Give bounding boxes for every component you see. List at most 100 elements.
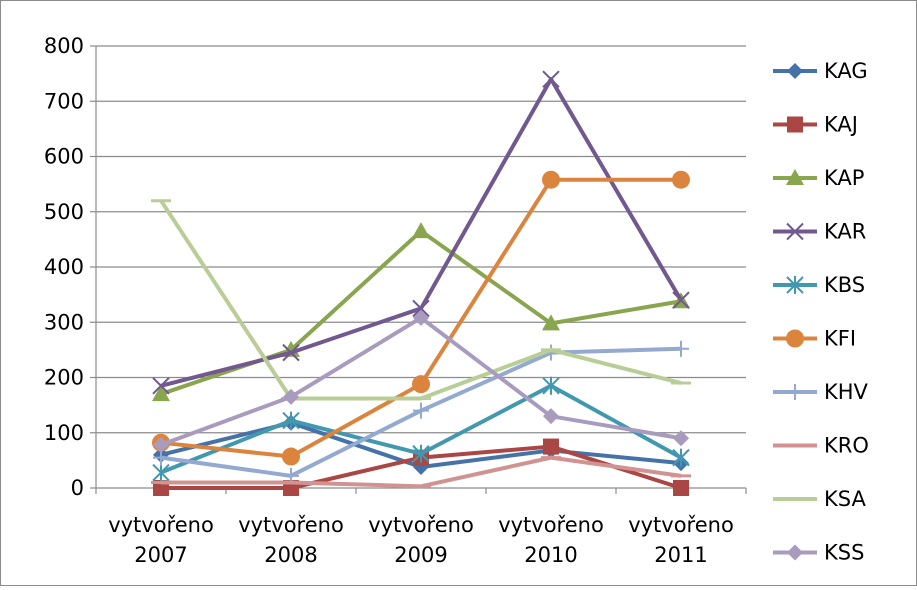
data-point-kfi <box>282 447 300 466</box>
legend-marker <box>787 63 803 79</box>
x-category-label: 2011 <box>654 543 707 567</box>
marker-shape <box>786 329 804 348</box>
series-kar <box>152 70 690 395</box>
marker-shape <box>412 299 430 318</box>
data-point-khv <box>673 340 689 357</box>
marker-shape <box>152 377 170 395</box>
legend-label: KSS <box>824 541 864 565</box>
data-point-kss <box>673 430 689 447</box>
marker-shape <box>542 170 560 189</box>
legend-label: KAR <box>824 220 866 244</box>
x-category-label: 2008 <box>264 543 317 567</box>
series-kro <box>151 455 691 489</box>
x-category-label: vytvořeno <box>238 513 344 537</box>
x-category-label: 2009 <box>394 543 447 567</box>
data-point-kaj <box>543 438 559 455</box>
data-point-kbs <box>412 444 430 463</box>
y-tick-label: 600 <box>44 145 84 169</box>
legend-item-ksa: KSA <box>773 487 866 511</box>
marker-shape <box>786 222 804 241</box>
marker-shape <box>672 448 690 467</box>
data-point-kar <box>412 299 430 318</box>
marker-shape <box>282 411 300 430</box>
marker-shape <box>152 385 170 402</box>
data-point-kar <box>152 377 170 395</box>
y-tick-label: 200 <box>44 366 84 390</box>
data-point-kap <box>152 385 170 402</box>
marker-shape <box>412 444 430 463</box>
marker-shape <box>412 222 430 239</box>
data-point-kss <box>153 436 169 453</box>
x-category-label: vytvořeno <box>108 513 214 537</box>
marker-shape <box>413 309 429 326</box>
marker-shape <box>787 544 803 561</box>
x-category-label: vytvořeno <box>368 513 474 537</box>
marker-shape <box>672 170 690 189</box>
marker-shape <box>412 375 430 394</box>
data-point-kap <box>412 222 430 239</box>
data-point-kfi <box>672 170 690 189</box>
data-point-kar <box>672 291 690 309</box>
data-point-kss <box>283 388 299 405</box>
legend-item-kfi: KFI <box>773 327 856 351</box>
legend-label: KBS <box>824 273 865 297</box>
data-point-kss <box>543 408 559 425</box>
legend-item-kbs: KBS <box>773 273 865 297</box>
marker-shape <box>543 408 559 425</box>
series-khv <box>153 340 689 484</box>
marker-shape <box>542 376 560 395</box>
marker-shape <box>153 436 169 453</box>
legend-item-kap: KAP <box>773 166 864 190</box>
marker-shape <box>542 314 560 331</box>
marker-shape <box>787 116 803 133</box>
marker-shape <box>787 384 803 400</box>
y-tick-label: 300 <box>44 310 84 334</box>
series-ksa <box>151 199 691 401</box>
legend-label: KFI <box>824 327 856 351</box>
data-point-kaj <box>673 480 689 496</box>
y-tick-label: 500 <box>44 200 84 224</box>
data-point-kbs <box>282 411 300 430</box>
y-tick-label: 700 <box>44 89 84 113</box>
series-kbs <box>152 376 690 482</box>
legend-item-kss: KSS <box>773 541 864 565</box>
legend-label: KAP <box>824 166 864 190</box>
data-point-khv <box>413 402 429 419</box>
x-category-label: vytvořeno <box>628 513 734 537</box>
x-category-label: vytvořeno <box>498 513 604 537</box>
marker-shape <box>282 343 300 362</box>
x-category-label: 2007 <box>134 543 187 567</box>
marker-shape <box>787 63 803 79</box>
marker-shape <box>673 430 689 447</box>
legend-label: KAG <box>824 59 868 83</box>
legend-marker <box>786 329 804 348</box>
marker-shape <box>282 447 300 466</box>
marker-shape <box>786 276 804 294</box>
data-point-kar <box>282 343 300 362</box>
legend-marker <box>786 276 804 294</box>
marker-shape <box>672 291 690 309</box>
x-category-label: 2010 <box>524 543 577 567</box>
data-point-kfi <box>542 170 560 189</box>
data-point-kss <box>413 309 429 326</box>
marker-shape <box>786 169 804 185</box>
legend-marker <box>786 169 804 185</box>
legend-marker <box>787 544 803 561</box>
legend-label: KSA <box>824 487 866 511</box>
legend-label: KAJ <box>824 113 858 137</box>
legend-marker <box>786 222 804 241</box>
data-point-kar <box>542 70 560 88</box>
y-tick-label: 400 <box>44 255 84 279</box>
y-tick-label: 0 <box>71 476 84 500</box>
legend-marker <box>787 384 803 400</box>
legend-item-kro: KRO <box>773 434 869 458</box>
legend-item-khv: KHV <box>773 380 869 404</box>
legend-item-kaj: KAJ <box>773 113 858 137</box>
marker-shape <box>413 402 429 419</box>
data-point-kbs <box>672 448 690 467</box>
legend-item-kag: KAG <box>773 59 868 83</box>
legend-label: KRO <box>824 434 869 458</box>
series-kss <box>153 309 689 453</box>
